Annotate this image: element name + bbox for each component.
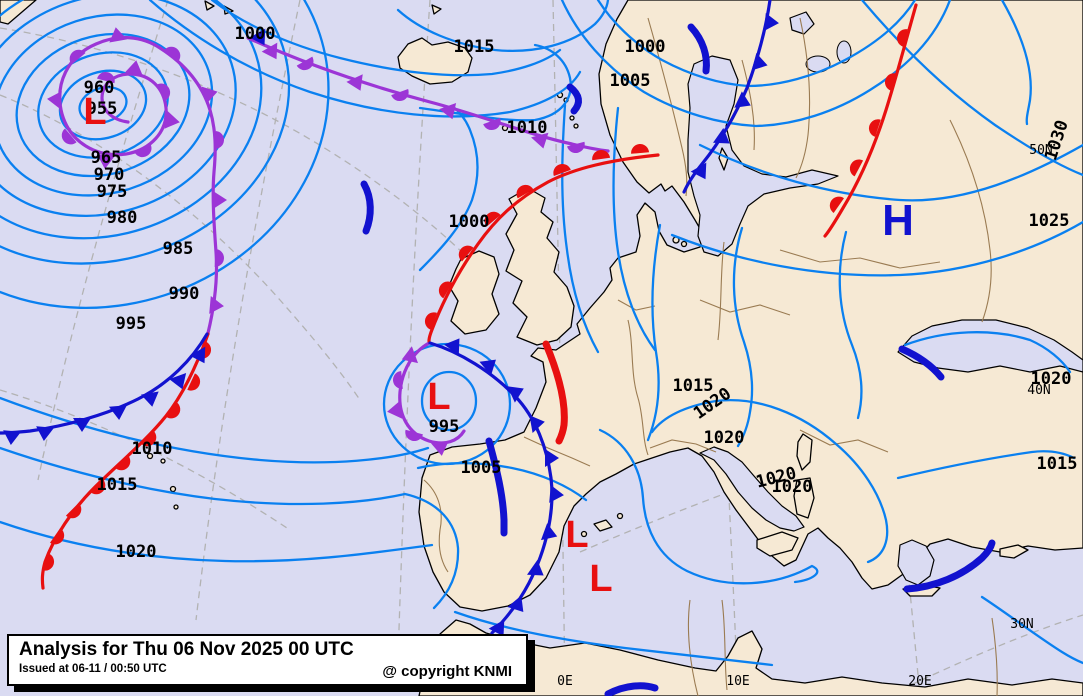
pressure-systems: L L L L H: [83, 91, 914, 600]
corsica: [796, 433, 813, 471]
isobar-label: 1010: [507, 118, 548, 138]
isobar-label: 995: [116, 314, 147, 334]
isobar-label: 995: [429, 417, 460, 437]
isobar-label: 985: [163, 239, 194, 259]
isobar-label: 975: [97, 182, 128, 202]
fronts: [0, 0, 918, 641]
baltic-sea: [687, 55, 839, 257]
copyright-notice: @ copyright KNMI: [382, 663, 512, 680]
lat-label: 30N: [1010, 617, 1033, 632]
isobar-label: 970: [94, 165, 125, 185]
isobar-label: 965: [91, 148, 122, 168]
trough-lines: [360, 23, 996, 696]
lon-label: 0E: [557, 674, 573, 689]
isobar-label: 960: [84, 78, 115, 98]
north-africa: [418, 619, 1083, 696]
occluded-front-biscay: [398, 341, 466, 445]
high-symbol: H: [882, 196, 914, 245]
isobar-label: 1010: [132, 439, 173, 459]
low-symbol: L: [565, 514, 588, 556]
lon-label: 20E: [908, 674, 931, 689]
isobar-label: 1020: [116, 542, 157, 562]
isobar-label: 980: [107, 208, 138, 228]
isobar-label: 1020: [1031, 369, 1072, 389]
isobar-label: 1005: [461, 458, 502, 478]
mallorca: [593, 519, 613, 532]
lat-label: 40N: [1027, 383, 1050, 398]
red-trough-france: [542, 340, 568, 445]
adriatic-sea: [699, 446, 805, 532]
isobar-label: 1000: [235, 24, 276, 44]
isobar-label: 990: [169, 284, 200, 304]
cold-front-scandinavia: [682, 0, 772, 194]
isobar-label: 1000: [625, 37, 666, 57]
analysis-title: Analysis for Thu 06 Nov 2025 00 UTC: [19, 639, 354, 660]
isobar-label: 1000: [449, 212, 490, 232]
greenland: [0, 0, 37, 25]
warm-front-russia: [823, 3, 918, 238]
isobar-label: 955: [87, 99, 118, 119]
low-symbol: L: [589, 558, 612, 600]
isobar-label: 1020: [772, 477, 813, 497]
grid-labels: 50N 40N 30N 0E 10E 20E: [557, 143, 1053, 689]
azores: [146, 452, 154, 460]
cold-front-iberia: [428, 341, 554, 635]
black-sea: [897, 319, 1083, 373]
isobar-label: 1015: [673, 376, 714, 396]
continental-europe: [418, 0, 1083, 612]
low-symbol: L: [427, 376, 450, 418]
isobar-label: 1005: [610, 71, 651, 91]
isobar-label: 1015: [1037, 454, 1078, 474]
warm-front-scotland: [427, 153, 660, 343]
sardinia: [793, 477, 815, 519]
sicily: [756, 531, 799, 557]
lon-label: 10E: [726, 674, 749, 689]
lat-label: 50N: [1029, 143, 1052, 158]
isobar-label: 1015: [454, 37, 495, 57]
isobar-label: 1015: [97, 475, 138, 495]
cyprus: [999, 544, 1029, 559]
white-sea: [789, 11, 815, 35]
issued-timestamp: Issued at 06-11 / 00:50 UTC: [19, 663, 167, 675]
country-borders: [423, 17, 998, 696]
isobar-label: 1020: [704, 428, 745, 448]
low-symbol: L: [83, 91, 106, 133]
isobar-label: 1025: [1029, 211, 1070, 231]
title-box: Analysis for Thu 06 Nov 2025 00 UTC Issu…: [7, 634, 528, 686]
jan-mayen: [431, 4, 442, 15]
great-britain: [505, 190, 575, 346]
aegean-sea: [897, 539, 935, 586]
